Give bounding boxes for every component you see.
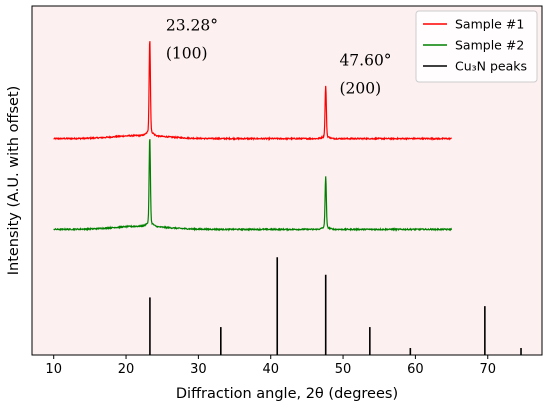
x-tick-label: 20 xyxy=(118,362,135,377)
legend-label: Sample #2 xyxy=(455,38,524,53)
x-axis-label: Diffraction angle, 2θ (degrees) xyxy=(176,386,398,402)
x-tick-label: 30 xyxy=(190,362,207,377)
x-tick-label: 60 xyxy=(407,362,424,377)
peak-annotation: 47.60° xyxy=(339,51,391,69)
x-tick-label: 50 xyxy=(335,362,352,377)
annotation-layer: 23.28° (100) 47.60° (200) xyxy=(166,16,392,97)
legend-label: Sample #1 xyxy=(455,17,524,32)
peak-annotation: (100) xyxy=(166,44,208,62)
series-line-sample-2 xyxy=(53,139,453,232)
x-tick-label: 10 xyxy=(45,362,62,377)
legend-label: Cu₃N peaks xyxy=(455,59,527,74)
series-line-sample-1 xyxy=(53,41,453,142)
y-axis-label: Intensity (A.U. with offset) xyxy=(6,86,22,276)
x-tick-label: 40 xyxy=(262,362,279,377)
x-tick-label: 70 xyxy=(479,362,496,377)
series-layer xyxy=(53,41,522,355)
x-axis: 10 20 30 40 50 60 70 xyxy=(45,355,496,377)
legend-box xyxy=(415,10,538,83)
plot-frame xyxy=(31,5,543,356)
legend: Sample #1 Sample #2 Cu₃N peaks xyxy=(415,10,538,83)
peak-annotation: 23.28° xyxy=(166,16,218,34)
peak-annotation: (200) xyxy=(339,79,381,97)
